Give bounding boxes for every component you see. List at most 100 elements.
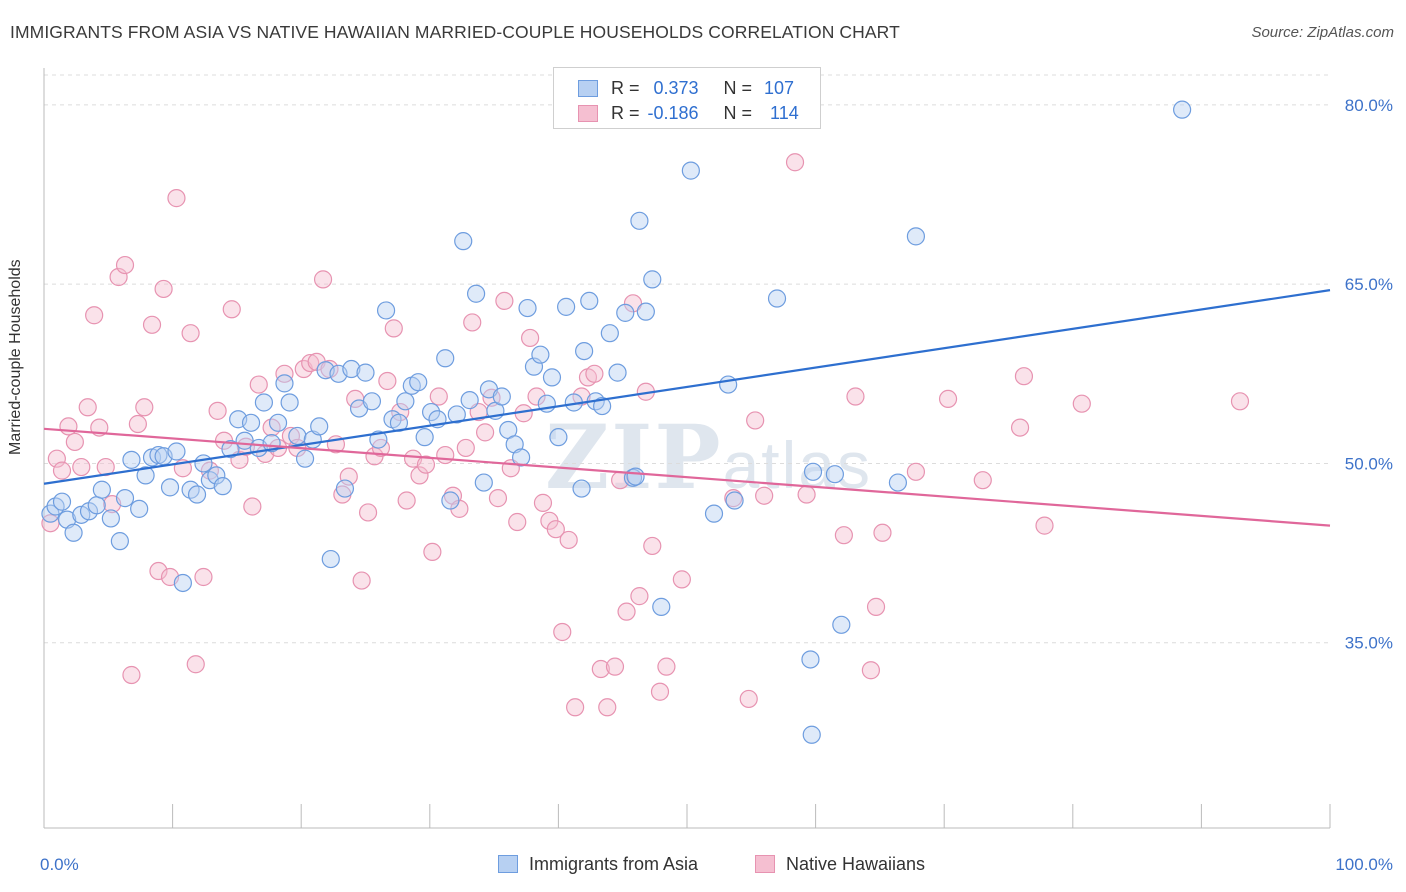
point-asia-88 xyxy=(630,211,649,230)
point-hawaiian-95 xyxy=(657,657,676,676)
point-asia-49 xyxy=(369,430,388,449)
point-asia-106 xyxy=(825,465,844,484)
point-hawaiian-70 xyxy=(495,291,514,310)
point-hawaiian-103 xyxy=(834,526,853,545)
legend-item-hawaiian[interactable]: Native Hawaiians xyxy=(755,851,925,877)
point-hawaiian-78 xyxy=(546,520,565,539)
y-tick-label-3: 80.0% xyxy=(1345,96,1393,115)
stats-legend: R = 0.373 N = 107 R = -0.186 N = 114 xyxy=(553,67,821,129)
x-tick-label-0: 0.0% xyxy=(40,855,79,874)
point-asia-81 xyxy=(580,291,599,310)
point-hawaiian-26 xyxy=(208,401,227,420)
point-hawaiian-74 xyxy=(521,328,540,348)
point-asia-83 xyxy=(593,396,612,416)
point-asia-47 xyxy=(356,363,375,382)
point-asia-86 xyxy=(616,303,635,322)
point-asia-89 xyxy=(636,302,655,321)
point-asia-42 xyxy=(321,549,340,569)
point-asia-19 xyxy=(167,442,186,461)
point-asia-85 xyxy=(608,363,627,382)
point-hawaiian-4 xyxy=(65,432,84,452)
point-hawaiian-22 xyxy=(181,324,200,343)
point-asia-13 xyxy=(130,499,149,518)
n-label: N = xyxy=(723,102,753,123)
point-hawaiian-65 xyxy=(463,313,482,332)
point-hawaiian-6 xyxy=(78,398,97,417)
legend-label-asia: Immigrants from Asia xyxy=(529,853,699,874)
point-asia-78 xyxy=(557,297,576,316)
point-asia-40 xyxy=(310,417,329,436)
axes xyxy=(43,68,1331,829)
point-hawaiian-87 xyxy=(605,657,625,676)
point-asia-48 xyxy=(362,392,382,411)
point-hawaiian-67 xyxy=(475,423,495,442)
point-hawaiian-55 xyxy=(397,491,416,510)
point-hawaiian-114 xyxy=(1010,418,1030,437)
legend-item-asia[interactable]: Immigrants from Asia xyxy=(498,851,698,877)
point-hawaiian-93 xyxy=(643,536,662,556)
point-hawaiian-84 xyxy=(585,364,604,383)
point-hawaiian-109 xyxy=(938,389,958,409)
watermark: ZIPatlas xyxy=(545,405,872,509)
x-tick-label-1: 100.0% xyxy=(1335,855,1393,874)
point-hawaiian-107 xyxy=(873,523,892,542)
chart-title: IMMIGRANTS FROM ASIA VS NATIVE HAWAIIAN … xyxy=(10,22,900,42)
native-hawaiians-points xyxy=(41,153,1250,717)
point-asia-22 xyxy=(187,485,207,504)
point-asia-104 xyxy=(575,342,594,361)
point-asia-102 xyxy=(906,227,926,246)
immigrants-from-asia-points xyxy=(41,100,1192,744)
legend-label-hawaiian: Native Hawaiians xyxy=(786,853,926,874)
point-asia-2 xyxy=(52,492,72,511)
point-hawaiian-108 xyxy=(906,462,926,481)
point-asia-50 xyxy=(376,301,396,320)
legend-swatch-blue xyxy=(578,79,598,97)
r-value-asia: 0.373 xyxy=(653,77,699,98)
point-hawaiian-115 xyxy=(1230,392,1250,411)
point-hawaiian-7 xyxy=(85,306,104,325)
point-asia-63 xyxy=(460,391,479,410)
point-asia-25 xyxy=(207,466,226,485)
point-hawaiian-96 xyxy=(672,570,691,589)
point-hawaiian-111 xyxy=(1014,367,1034,386)
point-asia-38 xyxy=(295,449,315,468)
point-asia-64 xyxy=(466,284,486,303)
n-label: N = xyxy=(723,77,753,98)
point-hawaiian-3 xyxy=(59,417,78,436)
r-label: R = xyxy=(611,77,640,98)
point-hawaiian-91 xyxy=(630,587,649,606)
trend-line-hawaiian xyxy=(43,427,1331,527)
point-hawaiian-40 xyxy=(301,353,320,373)
point-asia-96 xyxy=(767,289,787,308)
point-hawaiian-75 xyxy=(527,387,546,406)
point-hawaiian-2 xyxy=(52,461,72,480)
point-hawaiian-113 xyxy=(1072,394,1091,413)
point-hawaiian-24 xyxy=(194,567,213,587)
point-hawaiian-102 xyxy=(797,485,816,504)
point-asia-26 xyxy=(213,477,232,496)
point-asia-12 xyxy=(122,450,141,469)
point-hawaiian-13 xyxy=(122,665,141,685)
point-hawaiian-60 xyxy=(429,387,448,406)
point-asia-99 xyxy=(802,725,821,744)
legend-swatch-pink xyxy=(578,104,598,122)
point-asia-65 xyxy=(474,473,493,492)
point-hawaiian-94 xyxy=(650,682,670,701)
point-asia-59 xyxy=(436,349,455,368)
point-hawaiian-1 xyxy=(47,449,66,468)
point-asia-90 xyxy=(643,270,662,289)
point-hawaiian-52 xyxy=(378,371,397,391)
y-axis-label: Married-couple Households xyxy=(7,259,24,455)
point-asia-23 xyxy=(194,454,213,473)
point-asia-92 xyxy=(681,161,700,180)
y-tick-label-1: 50.0% xyxy=(1345,454,1393,473)
point-hawaiian-90 xyxy=(623,294,643,313)
r-value-hawaiian: -0.186 xyxy=(647,102,699,123)
point-hawaiian-15 xyxy=(135,398,154,417)
point-hawaiian-86 xyxy=(598,698,617,717)
point-hawaiian-12 xyxy=(115,255,135,275)
point-hawaiian-85 xyxy=(591,659,610,679)
point-hawaiian-101 xyxy=(785,153,805,172)
point-asia-74 xyxy=(531,345,550,364)
